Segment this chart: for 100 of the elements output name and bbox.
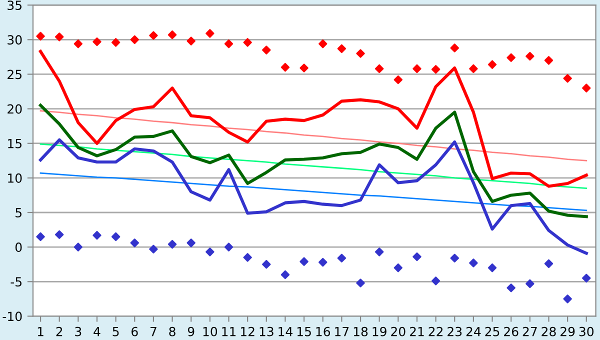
point <box>488 60 497 69</box>
point <box>36 32 45 41</box>
x-tick-label: 23 <box>448 326 462 336</box>
x-tick-label: 27 <box>522 326 537 336</box>
point <box>450 254 459 262</box>
point <box>262 46 271 54</box>
point <box>280 62 290 72</box>
x-tick-label: 9 <box>188 326 194 336</box>
point <box>224 39 234 48</box>
x-tick-label: 4 <box>94 327 100 336</box>
point <box>544 56 554 65</box>
x-tick-label: 1 <box>38 327 44 336</box>
y-tick-label: 20 <box>8 104 22 114</box>
x-tick-label: 24 <box>466 326 481 336</box>
x-tick-label: 11 <box>222 327 236 336</box>
x-tick-label: 14 <box>278 327 292 336</box>
x-tick-label: 19 <box>372 326 386 336</box>
point <box>563 74 572 83</box>
point <box>374 248 384 256</box>
point <box>92 37 102 46</box>
point <box>243 253 252 262</box>
x-tick-label: 18 <box>354 326 368 336</box>
x-tick-label: 17 <box>335 327 349 336</box>
point <box>506 283 516 292</box>
point <box>412 252 422 262</box>
point <box>356 49 365 58</box>
point <box>149 31 158 40</box>
y-tick-label: 15 <box>8 139 22 148</box>
line-series <box>40 172 588 212</box>
y-tick-label: -5 <box>10 277 22 287</box>
point <box>526 52 534 61</box>
point <box>168 30 177 40</box>
point <box>469 64 478 74</box>
point <box>206 248 214 256</box>
line-series <box>40 143 588 189</box>
point <box>149 244 158 254</box>
point <box>130 35 140 44</box>
point <box>92 230 102 240</box>
point <box>431 276 440 286</box>
point <box>300 64 308 72</box>
point <box>374 64 384 74</box>
point <box>111 38 120 47</box>
line-series <box>39 50 588 188</box>
x-tick-label: 10 <box>203 326 218 336</box>
x-tick-label: 2 <box>56 326 62 336</box>
y-tick-label: 5 <box>16 208 22 218</box>
point <box>582 84 591 92</box>
point <box>54 32 64 42</box>
point <box>54 230 64 239</box>
x-tick-label: 21 <box>410 326 424 336</box>
x-tick-label: 20 <box>391 326 406 336</box>
point <box>526 279 534 288</box>
y-tick-label: 25 <box>8 70 22 80</box>
x-tick-label: 6 <box>132 326 138 336</box>
point <box>74 39 83 48</box>
point <box>280 270 290 280</box>
x-tick-label: 3 <box>75 326 82 336</box>
point <box>506 53 516 62</box>
point <box>563 294 572 304</box>
x-tick-label: 5 <box>112 327 119 336</box>
x-tick-label: 16 <box>316 326 330 336</box>
y-tick-label: 0 <box>15 242 22 252</box>
x-tick-label: 26 <box>504 326 518 336</box>
point <box>356 278 365 288</box>
line-series <box>40 110 588 162</box>
point <box>450 44 459 52</box>
x-tick-label: 12 <box>241 326 254 336</box>
point <box>582 274 591 283</box>
x-tick-label: 22 <box>428 326 443 336</box>
line-series <box>39 138 588 255</box>
point <box>337 44 346 54</box>
point <box>130 238 140 248</box>
point <box>186 238 196 248</box>
point <box>318 258 328 267</box>
x-tick-label: 29 <box>560 326 575 336</box>
x-tick-label: 28 <box>542 326 556 336</box>
point <box>243 38 252 47</box>
y-tick-label: 30 <box>8 35 22 45</box>
point <box>168 240 177 249</box>
x-tick-label: 30 <box>579 326 594 336</box>
x-tick-label: 7 <box>150 327 156 336</box>
x-tick-label: 15 <box>297 327 311 336</box>
point <box>262 260 271 269</box>
point <box>186 36 196 46</box>
point <box>300 257 308 266</box>
point <box>111 232 120 242</box>
y-tick-label: 10 <box>8 173 22 183</box>
point <box>544 259 554 268</box>
point <box>431 65 440 74</box>
y-tick-label: 35 <box>8 0 22 10</box>
point <box>318 39 328 48</box>
x-tick-label: 25 <box>485 326 500 336</box>
point <box>36 232 45 242</box>
point <box>224 242 234 252</box>
point <box>394 263 403 272</box>
point <box>337 254 346 262</box>
point <box>206 29 214 38</box>
x-tick-label: 8 <box>169 326 176 336</box>
x-tick-label: 13 <box>260 326 274 336</box>
line-series <box>39 104 588 218</box>
